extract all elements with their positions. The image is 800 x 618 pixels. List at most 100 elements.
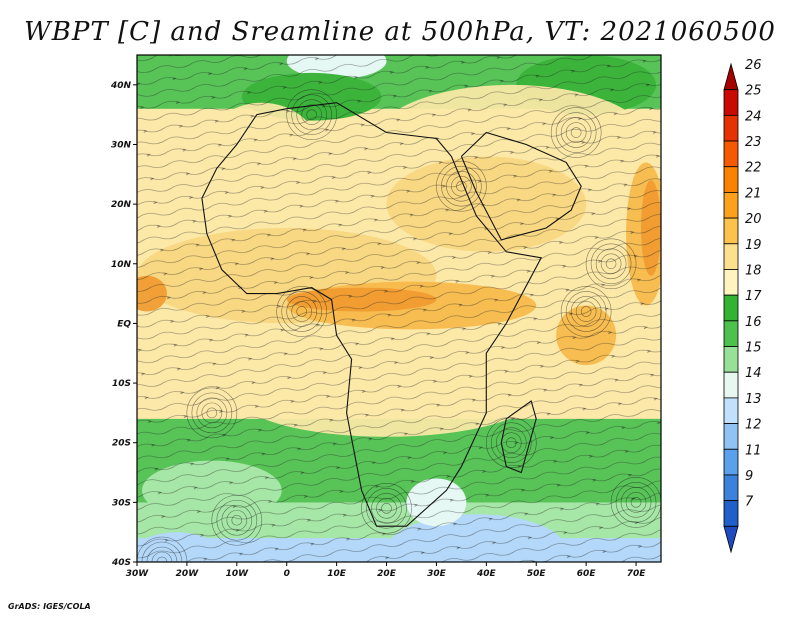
lon-tick-label: 60E [577, 569, 597, 579]
lat-tick-label: 10S [112, 379, 131, 389]
streamline-vortex-ring [620, 487, 652, 518]
colorbar-top-arrow [723, 62, 739, 91]
lon-tick-label: 50E [527, 569, 547, 579]
streamline-vortex-ring [575, 301, 597, 322]
lon-tick-label: 10W [226, 569, 250, 579]
map-plot-area [136, 54, 662, 563]
colorbar-label: 18 [745, 263, 762, 278]
streamline-vortex-ring [231, 514, 243, 526]
lat-tick-label: EQ [117, 319, 131, 329]
streamline-vortex-ring [580, 306, 592, 317]
lon-tick-label: 0 [284, 569, 290, 579]
streamline-vortex-ring [361, 483, 412, 534]
lat-tick-label: 30N [111, 140, 132, 150]
streamline-vortex-ring [281, 291, 322, 332]
colorbar-bottom-arrow [723, 525, 739, 554]
lon-tick-label: 30E [427, 569, 447, 579]
lon-tick-label: 20E [377, 569, 397, 579]
colorbar-swatch [723, 371, 739, 399]
map-title: WBPT [C] and Sreamline at 500hPa, VT: 20… [24, 17, 776, 47]
streamline-vortex-ring [296, 306, 307, 317]
streamline-vortex-ring [570, 296, 602, 327]
colorbar-label: 21 [745, 186, 762, 201]
colorbar-label: 12 [745, 418, 762, 433]
streamline-vortex-ring [371, 493, 402, 524]
latitude-axis: 40N 30N 20N 10N EQ 10S 20S 30S 40S [110, 81, 137, 568]
colorbar-swatch [723, 397, 739, 424]
streamline-vortex-ring [451, 175, 472, 197]
colorbar-swatch [723, 217, 739, 245]
colorbar-swatch [723, 423, 739, 450]
colorbar-swatch [723, 448, 739, 476]
colorbar-label: 22 [745, 161, 762, 176]
lon-tick-label: 10E [327, 569, 347, 579]
streamline-vortices [137, 89, 661, 562]
streamline-vortex-ring [446, 170, 477, 202]
streamline-vortex-ring [196, 397, 228, 429]
colorbar-swatch [723, 114, 739, 142]
streamline-vortex-ring [560, 286, 612, 337]
colorbar-swatch [723, 243, 739, 270]
streamline-overlay [137, 55, 661, 562]
colorbar-label: 19 [745, 238, 762, 253]
streamline-vortex-ring [590, 243, 632, 285]
streamline-vortex-ring [146, 546, 178, 562]
colorbar-label: 17 [745, 289, 762, 304]
streamline-vortex-ring [216, 499, 258, 541]
streamline-vortex-ring [505, 437, 517, 449]
lat-tick-label: 40N [110, 81, 132, 91]
colorbar-swatch [723, 140, 739, 168]
streamline-vortex-ring [186, 387, 238, 439]
streamline-vortex-ring [301, 104, 322, 125]
streamline-vortex-ring [485, 417, 537, 469]
streamline-vortex-ring [286, 296, 317, 327]
streamline-vortex-ring [441, 165, 482, 207]
lon-tick-label: 40E [476, 569, 497, 579]
streamline-vortex-ring [211, 494, 263, 546]
streamline-vortex-ring [495, 427, 527, 459]
streamline-vortex-ring [570, 127, 582, 138]
colorbar-swatch [723, 346, 739, 373]
streamline-vortex-ring [555, 112, 597, 153]
colorbar-label: 23 [745, 135, 762, 150]
streamline-vortex-ring [296, 99, 327, 130]
streamline-vortex-ring [191, 392, 233, 434]
longitude-axis: 30W 20W 10W 0 10E 20E 30E 40E 50E 60E 70E [126, 562, 646, 579]
colorbar-swatch [723, 500, 739, 527]
streamline-vortex-ring [630, 497, 642, 508]
streamline-vortex-ring [436, 160, 487, 212]
streamline-vortex-ring [201, 402, 223, 424]
colorbar-label: 15 [745, 341, 762, 356]
streamline-vortex-ring [276, 286, 327, 337]
colorbar-label: 24 [745, 109, 762, 124]
streamline-vortex-ring [151, 551, 173, 562]
credit-label: GrADS: IGES/COLA [8, 602, 91, 611]
streamline-vortex-ring [221, 504, 253, 536]
lon-tick-label: 20W [176, 569, 200, 579]
colorbar-swatch [723, 269, 739, 296]
streamline-vortex-ring [610, 477, 661, 528]
streamline-vortex-ring [156, 556, 168, 562]
colorbar-label: 9 [745, 469, 753, 484]
streamline-vortex-ring [381, 503, 392, 514]
streamline-vortex-ring [206, 407, 218, 419]
colorbar-swatch [723, 166, 739, 193]
lon-tick-label: 30W [126, 569, 150, 579]
streamline-vortex-ring [565, 291, 607, 332]
streamline-vortex-ring [490, 422, 532, 464]
streamline-vortex-ring [141, 541, 183, 562]
streamline-vortex-ring [366, 488, 407, 529]
streamline-vortex-ring [565, 122, 587, 143]
streamline-vortex-ring [500, 432, 522, 454]
colorbar: 26 25 24 23 22 21 20 19 18 17 16 15 14 13 12 11 9 7 [723, 58, 762, 554]
streamline-vortex-ring [306, 109, 317, 120]
streamline-vortex-ring [226, 509, 248, 531]
streamline-vortex-ring [550, 107, 602, 158]
streamline-vortex-ring [291, 94, 332, 135]
colorbar-label: 7 [745, 495, 754, 510]
streamline-vortex-ring [291, 301, 312, 322]
colorbar-label: 20 [745, 212, 762, 227]
streamline-vortex-ring [376, 498, 397, 519]
lat-tick-label: 20S [112, 439, 131, 449]
